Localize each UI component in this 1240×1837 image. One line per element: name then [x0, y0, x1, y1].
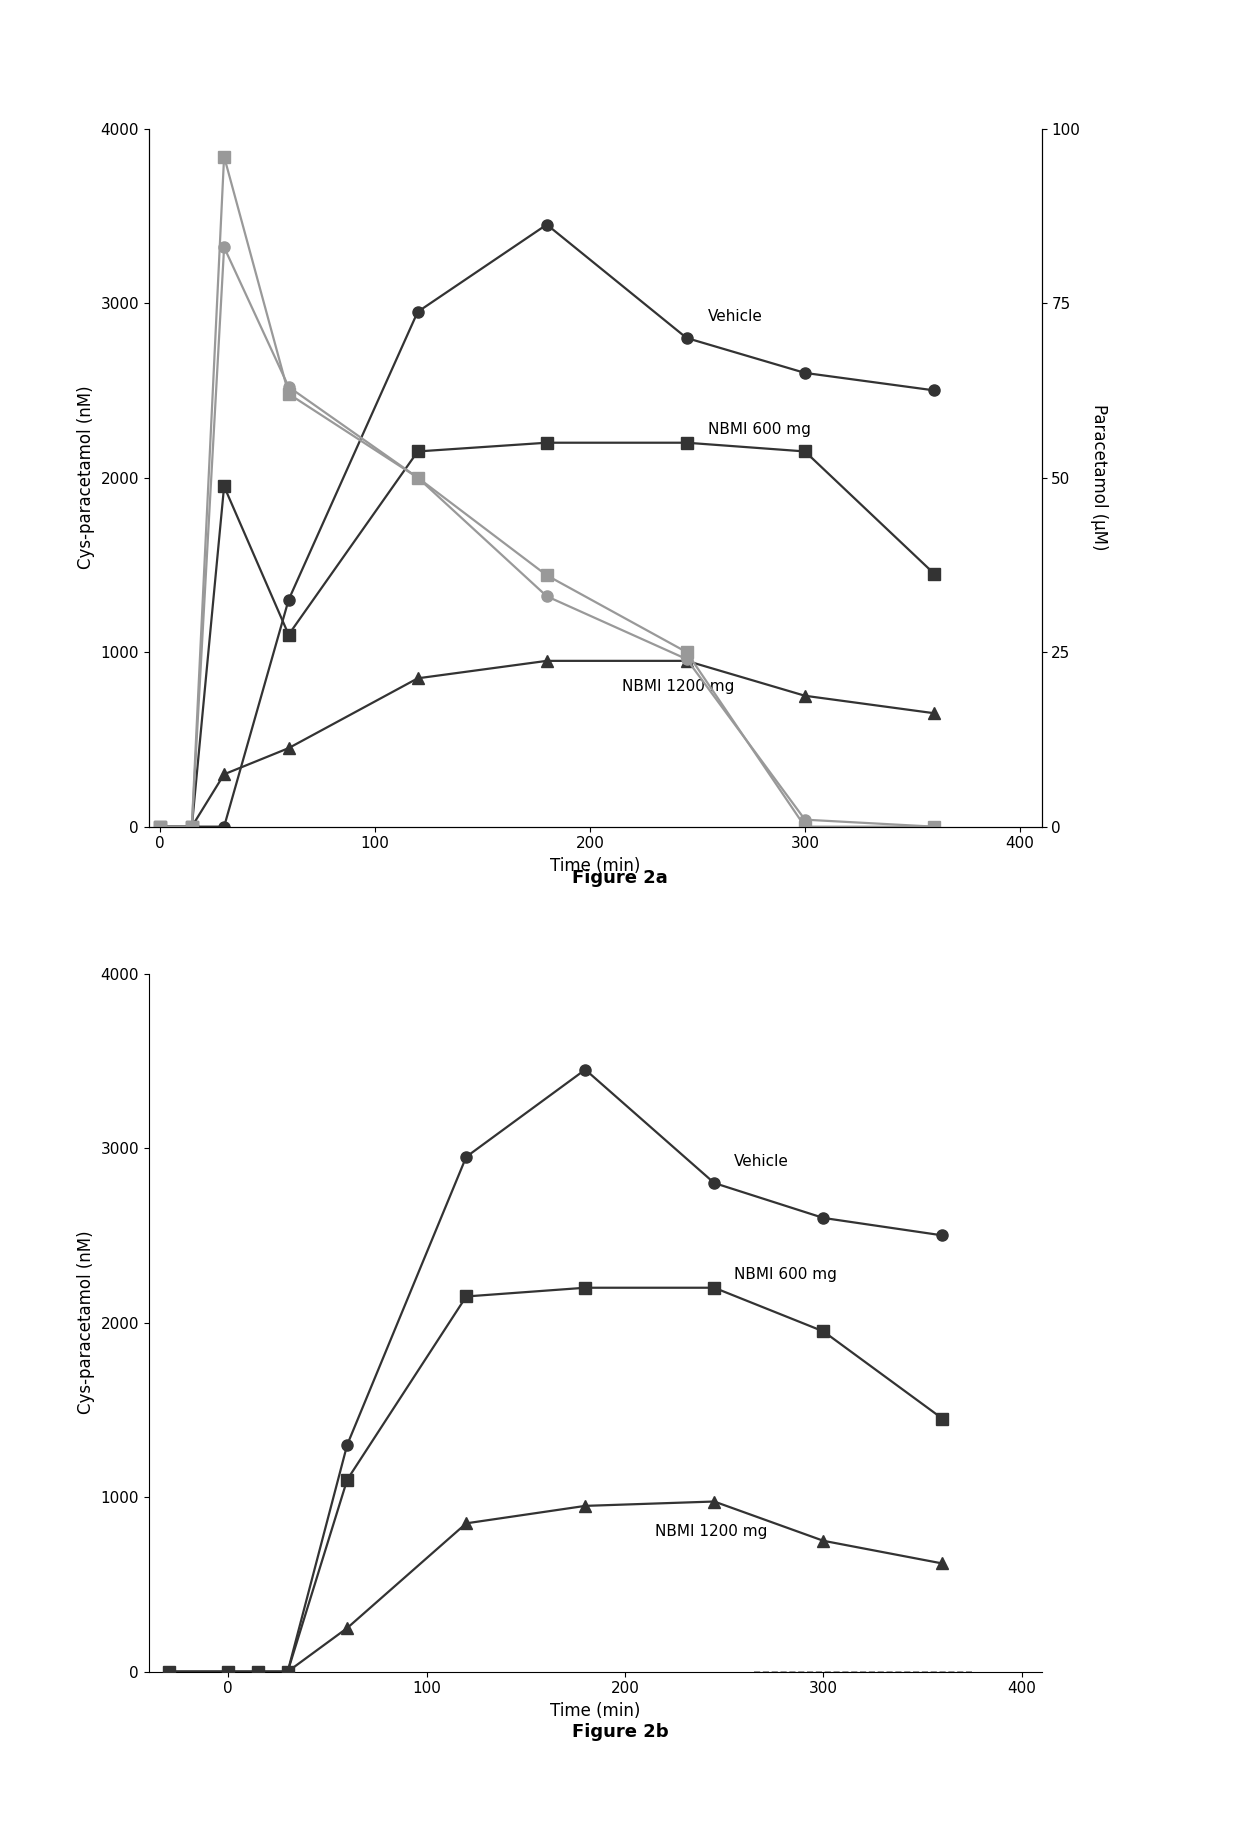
Y-axis label: Cys-paracetamol (nM): Cys-paracetamol (nM) — [77, 1231, 95, 1414]
Text: NBMI 1200 mg: NBMI 1200 mg — [655, 1523, 768, 1539]
Text: Figure 2b: Figure 2b — [572, 1723, 668, 1741]
X-axis label: Time (min): Time (min) — [551, 856, 640, 874]
X-axis label: Time (min): Time (min) — [551, 1701, 640, 1719]
Text: NBMI 600 mg: NBMI 600 mg — [708, 423, 811, 437]
Text: NBMI 600 mg: NBMI 600 mg — [734, 1268, 837, 1282]
Text: Figure 2a: Figure 2a — [572, 869, 668, 887]
Text: NBMI 1200 mg: NBMI 1200 mg — [622, 678, 734, 694]
Y-axis label: Paracetamol (μM): Paracetamol (μM) — [1090, 404, 1109, 551]
Text: Vehicle: Vehicle — [708, 309, 763, 323]
Text: Vehicle: Vehicle — [734, 1154, 789, 1168]
Y-axis label: Cys-paracetamol (nM): Cys-paracetamol (nM) — [77, 386, 95, 569]
